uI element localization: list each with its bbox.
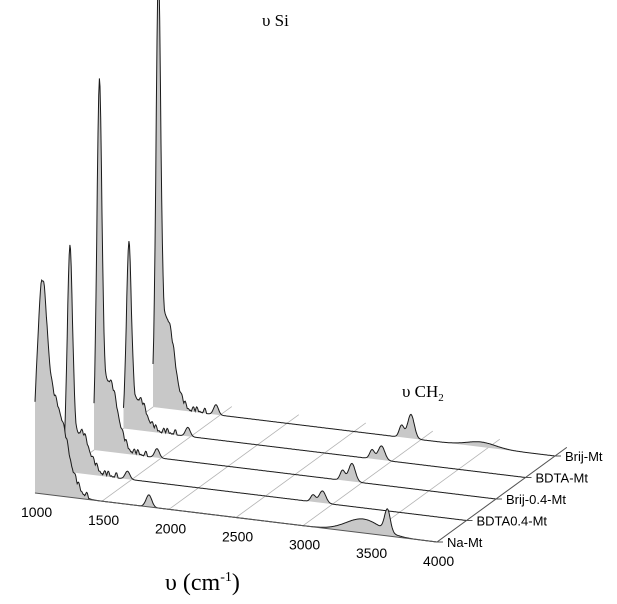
- x-tick-label-1000: 1000: [21, 504, 52, 520]
- series-line: [152, 0, 556, 457]
- series-line: [123, 241, 526, 478]
- gridline-x-1500: [101, 406, 233, 502]
- x-tick-label-2500: 2500: [222, 529, 253, 545]
- series-label: BDTA-Mt: [536, 471, 589, 486]
- series-brij-0-4-mt: [93, 78, 497, 500]
- gridline-x-3500: [369, 438, 501, 535]
- x-axis-title-main: υ (cm: [165, 570, 221, 596]
- series-label: Na-Mt: [447, 535, 483, 550]
- series-line: [64, 244, 467, 521]
- series-label: Brij-Mt: [565, 449, 603, 464]
- series-area: [153, 0, 555, 456]
- x-axis-title: υ (cm-1): [165, 570, 240, 596]
- series-layer: [34, 0, 556, 543]
- series-brij-mt: [152, 0, 556, 457]
- x-tick-label-3500: 3500: [356, 545, 387, 561]
- label-layer: 1000 1500 2000 2500 3000 3500 4000 Brij-Mt BDTA-…: [21, 449, 603, 569]
- x-axis-title-close: ): [232, 570, 240, 596]
- annotation-ch2-main: υ CH: [402, 382, 438, 401]
- x-axis-title-sup: -1: [220, 570, 232, 585]
- axis-layer: [34, 446, 568, 543]
- x-tick-label-1500: 1500: [88, 512, 119, 528]
- x-axis-line: [34, 492, 438, 543]
- series-label: Brij-0.4-Mt: [506, 492, 566, 507]
- series-label: BDTA0.4-Mt: [477, 514, 548, 529]
- depth-axis-line: [436, 446, 568, 543]
- x-tick-label-2000: 2000: [155, 520, 186, 536]
- annotation-si: υ Si: [262, 11, 289, 30]
- gridline-x-3000: [302, 430, 434, 526]
- series-bdta0-4-mt: [64, 244, 467, 521]
- annotation-ch2-sub: 2: [438, 392, 444, 404]
- x-tick-label-3000: 3000: [289, 537, 320, 553]
- annotation-ch2: υ CH2: [402, 382, 444, 404]
- series-line: [93, 78, 497, 500]
- gridline-x-2000: [168, 414, 300, 510]
- series-bdta-mt: [123, 241, 526, 478]
- x-tick-label-4000: 4000: [423, 553, 454, 569]
- gridline-x-2500: [235, 422, 367, 518]
